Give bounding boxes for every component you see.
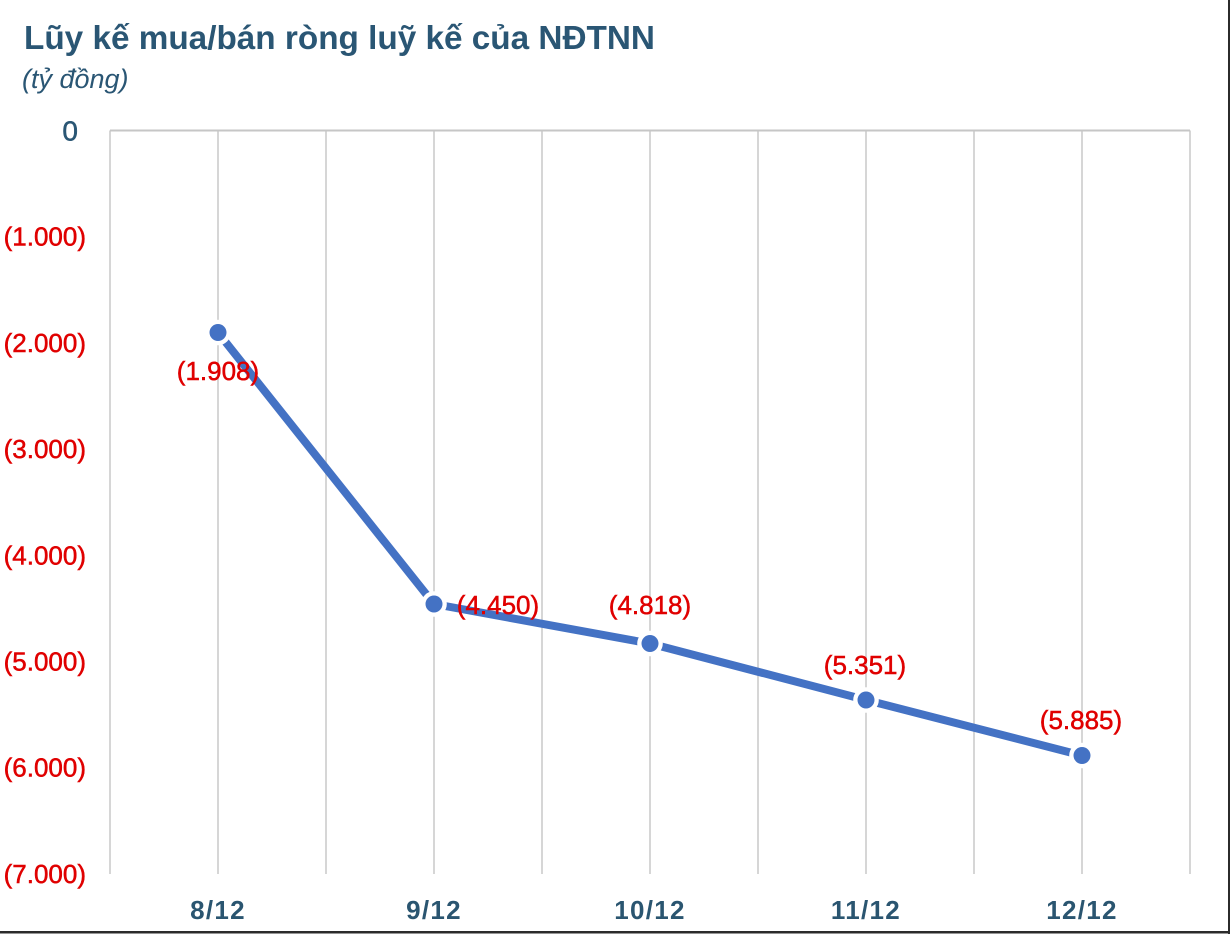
svg-text:10/12: 10/12: [614, 895, 686, 925]
svg-text:(1.908): (1.908): [177, 356, 259, 386]
svg-text:12/12: 12/12: [1046, 895, 1118, 925]
svg-text:(4.818): (4.818): [609, 590, 691, 620]
svg-text:(7.000): (7.000): [4, 859, 86, 889]
svg-text:11/12: 11/12: [831, 895, 901, 925]
svg-text:(5.351): (5.351): [824, 650, 906, 680]
svg-text:0: 0: [62, 116, 78, 147]
svg-text:(5.885): (5.885): [1040, 705, 1122, 735]
svg-text:(5.000): (5.000): [4, 647, 86, 677]
svg-text:(4.450): (4.450): [457, 590, 539, 620]
svg-text:(4.000): (4.000): [4, 540, 86, 570]
svg-text:9/12: 9/12: [406, 895, 462, 925]
svg-text:(2.000): (2.000): [4, 328, 86, 358]
svg-text:(6.000): (6.000): [4, 753, 86, 783]
svg-text:8/12: 8/12: [190, 895, 246, 925]
svg-text:(3.000): (3.000): [4, 434, 86, 464]
svg-text:(1.000): (1.000): [4, 222, 86, 252]
